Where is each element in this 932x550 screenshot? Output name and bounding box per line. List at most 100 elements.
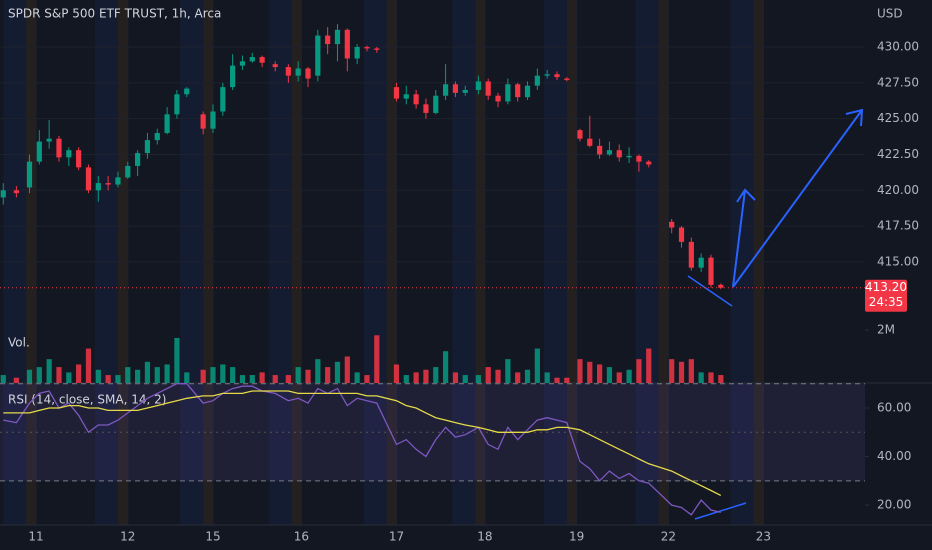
candle-body (26, 161, 33, 188)
volume-bar (125, 367, 131, 383)
candle-body (505, 84, 511, 102)
volume-bar (295, 367, 301, 383)
volume-bar (698, 372, 704, 383)
volume-bar (46, 359, 52, 383)
volume-bar (524, 369, 531, 383)
candle-body (36, 141, 42, 162)
rsi-line (3, 383, 721, 516)
volume-bar (220, 364, 226, 383)
volume-bar (515, 372, 521, 383)
volume-bar (184, 372, 190, 383)
volume-bar (554, 377, 560, 383)
y-tick-label: 20.00 (877, 498, 911, 512)
volume-bar (636, 359, 642, 383)
premarket-shade (386, 0, 397, 525)
candle-body (125, 165, 131, 178)
price-tag-label: 413.20 (865, 280, 907, 294)
candle-body (688, 241, 694, 268)
y-tick-label: 60.00 (877, 401, 911, 415)
afterhours-shade (635, 0, 659, 525)
volume-bar (76, 364, 82, 383)
chart-title: SPDR S&P 500 ETF TRUST, 1h, Arca (8, 7, 221, 21)
volume-bar (374, 335, 380, 383)
candle-body (374, 48, 380, 50)
candle-body (184, 88, 190, 95)
candle-body (259, 57, 265, 63)
candle-body (413, 94, 419, 105)
volume-bar (115, 375, 121, 383)
volume-bar (85, 348, 92, 383)
candle-body (646, 161, 652, 165)
volume-bar (239, 375, 246, 383)
volume-bar (135, 369, 141, 383)
volume-bar (616, 372, 622, 383)
volume-bar (154, 367, 160, 383)
candle-body (423, 104, 429, 113)
candle-body (554, 74, 560, 78)
candle-body (135, 153, 141, 166)
arrow (732, 189, 746, 288)
candle-body (669, 221, 675, 228)
candle-body (403, 94, 409, 99)
candle-body (230, 65, 236, 88)
axis-label: USD (877, 7, 903, 21)
countdown: 24:35 (869, 295, 904, 309)
candle-body (85, 167, 92, 191)
candle-body (249, 57, 255, 62)
volume-bar (485, 367, 491, 383)
volume-bar (462, 375, 468, 383)
volume-bar (393, 364, 400, 383)
y-tick-label: 425.00 (877, 111, 919, 125)
arrow (732, 109, 863, 288)
volume-bar (688, 359, 694, 383)
premarket-shade (117, 0, 128, 525)
candle-body (597, 145, 603, 155)
y-tick-label: 420.00 (877, 183, 919, 197)
x-tick-label: 11 (28, 530, 43, 544)
y-tick-label: 430.00 (877, 39, 919, 53)
candle-body (616, 150, 622, 158)
volume-bar (475, 375, 481, 383)
volume-bar (13, 377, 19, 383)
candle-body (462, 89, 468, 93)
x-tick-label: 16 (294, 530, 309, 544)
volume-bar (413, 372, 419, 383)
afterhours-shade (180, 0, 204, 525)
candle-body (485, 81, 491, 96)
premarket-shade (475, 0, 485, 525)
premarket-shade (658, 0, 669, 525)
candle-body (433, 95, 439, 113)
volume-bar (364, 375, 370, 383)
volume-bar (344, 356, 350, 383)
candle-body (708, 257, 714, 285)
volume-bar (423, 369, 429, 383)
volume-bar (606, 367, 613, 383)
candle-body (13, 190, 19, 194)
annotation-lines (687, 108, 864, 520)
candle-body (564, 78, 570, 80)
volume-bar (272, 375, 278, 383)
candle-body (239, 61, 246, 66)
candle-body (210, 111, 216, 129)
candle-body (606, 150, 613, 155)
x-tick-label: 12 (120, 530, 135, 544)
candle-body (76, 150, 82, 168)
candle-body (305, 68, 311, 79)
candle-body (144, 140, 151, 154)
x-tick-label: 19 (569, 530, 584, 544)
candle-body (718, 284, 724, 288)
volume-bar (305, 369, 311, 383)
x-tick-label: 15 (205, 530, 220, 544)
trend-line (694, 502, 747, 520)
afterhours-shade (363, 0, 387, 525)
candle-body (272, 64, 278, 68)
candle-body (587, 138, 593, 146)
candle-body (344, 29, 350, 59)
volume-bar (452, 372, 459, 383)
candle-body (315, 35, 321, 76)
candle-body (452, 84, 459, 93)
afterhours-shade (452, 0, 476, 525)
candle-body (393, 87, 400, 99)
candle-body (334, 29, 341, 45)
candle-body (174, 94, 180, 115)
